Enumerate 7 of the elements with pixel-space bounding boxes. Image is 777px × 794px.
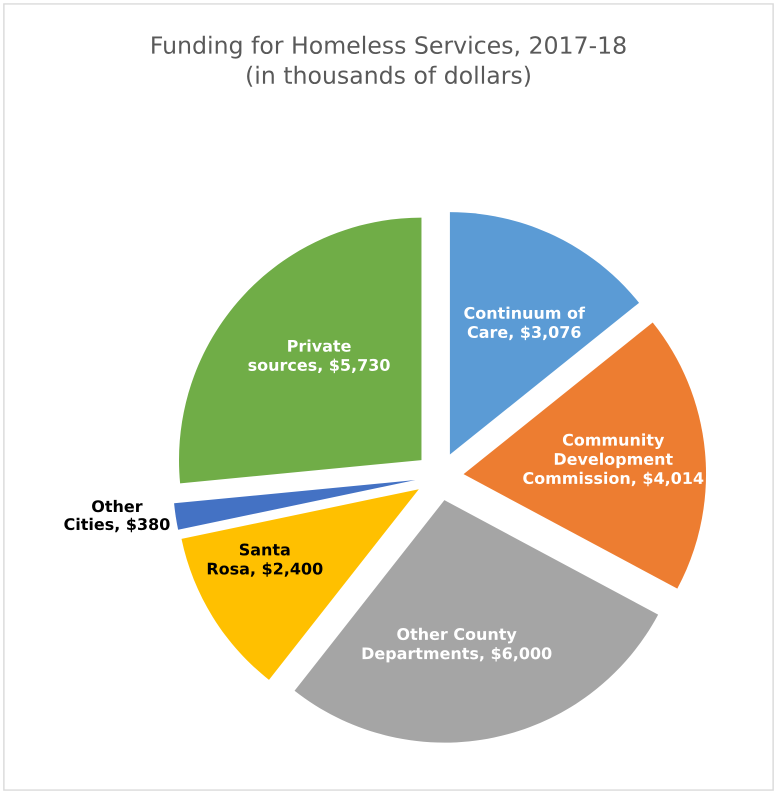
slice-label: Community Development Commission, $4,014 [523, 433, 704, 486]
slice-label: Other Cities, $380 [64, 500, 170, 532]
slice-label: Private sources, $5,730 [248, 340, 390, 374]
slice-label: Other County Departments, $6,000 [362, 628, 552, 662]
slice-label: Continuum of Care, $3,076 [464, 306, 586, 340]
slice-label: Santa Rosa, $2,400 [208, 543, 322, 577]
chart-title: Funding for Homeless Services, 2017-18 (in thousands of dollars) [152, 36, 626, 87]
